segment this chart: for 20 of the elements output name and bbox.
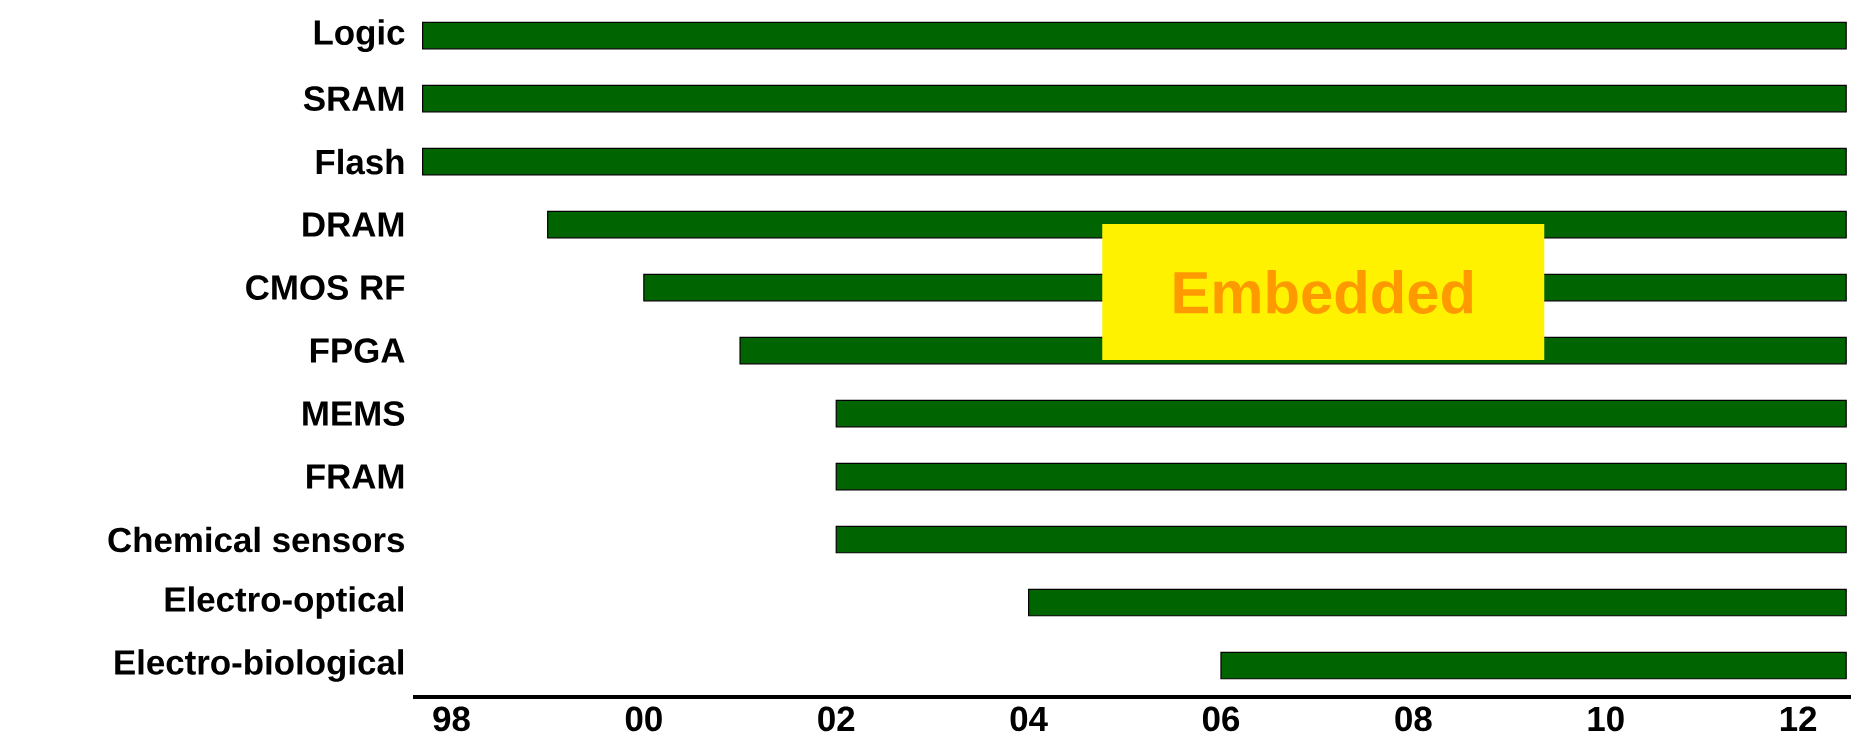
y-tick-label: Logic [314,19,405,52]
x-tick-label: 00 [625,706,662,732]
y-tick-label: Electro-optical [165,586,404,619]
y-tick-label: DRAM [303,212,404,237]
annotation: Embedded [1174,269,1473,314]
y-tick-label: FPGA [310,338,405,363]
x-tick-label: 98 [433,706,470,732]
x-tick-label: 10 [1588,706,1624,732]
x-tick-label: 12 [1780,706,1817,731]
y-tick-label: Electro-biological [115,649,404,682]
y-tick-label: SRAM [303,86,404,111]
y-tick-label: Chemical sensors [108,526,404,553]
y-tick-label: Flash [316,148,404,175]
x-tick-label: 06 [1202,706,1240,732]
x-tick-label: 04 [1010,706,1048,732]
y-tick-label: MEMS [303,401,405,426]
x-tick-label: 02 [818,706,855,732]
y-tick-label: FRAM [307,464,404,489]
x-tick-label: 08 [1395,706,1432,732]
y-tick-label: CMOS RF [246,275,405,300]
